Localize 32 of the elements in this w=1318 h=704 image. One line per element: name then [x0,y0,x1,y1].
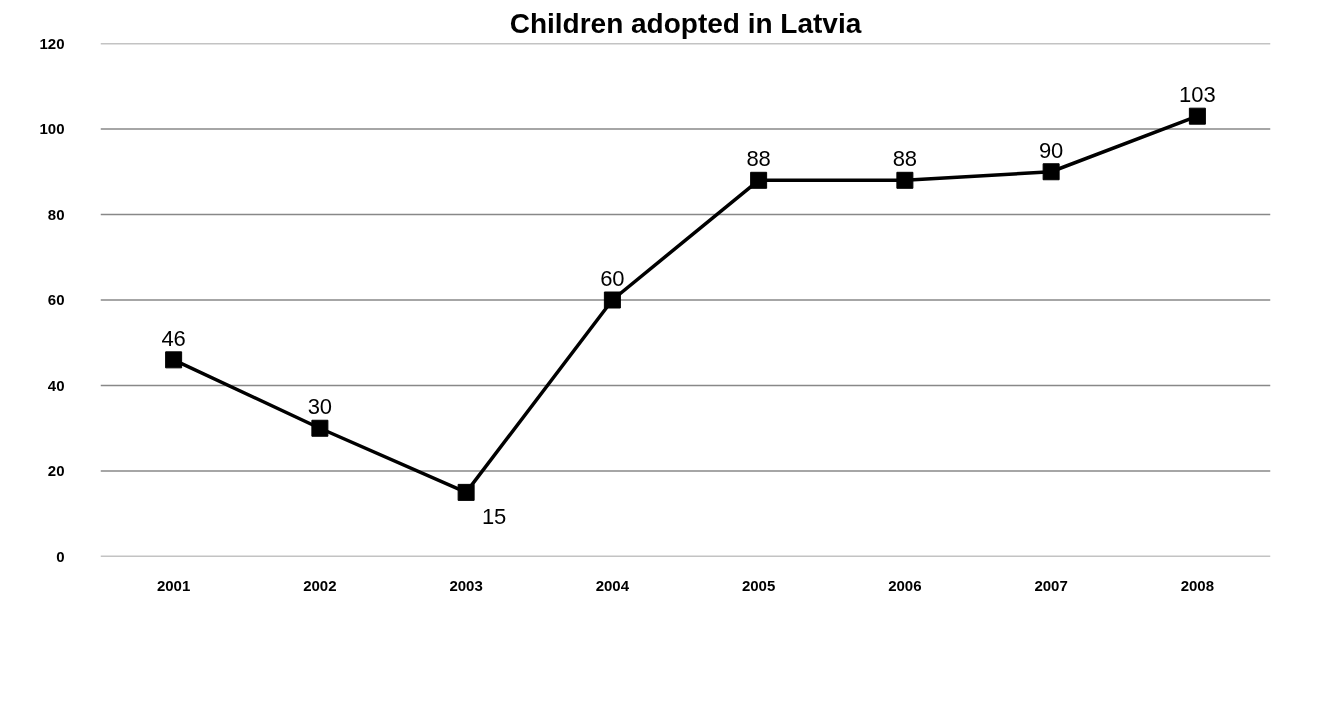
y-tick-label: 60 [47,291,65,308]
y-tick-label: 20 [47,462,65,479]
x-tick-label: 2003 [449,576,483,594]
data-label: 88 [746,146,771,172]
y-tick-label: 40 [47,376,65,394]
chart-title: Children adopted in Latvia [509,7,862,39]
point [1042,163,1060,181]
point [750,171,768,189]
point [457,483,475,501]
data-label: 46 [161,325,186,351]
data-label: 60 [600,266,625,291]
point [1188,107,1206,125]
y-tick-label: 120 [39,34,65,52]
x-tick-label: 2002 [303,576,337,594]
point [165,351,183,369]
x-tick-label: 2007 [1034,576,1068,594]
point [603,291,621,309]
data-label: 30 [307,394,333,420]
y-tick-label: 80 [47,205,65,223]
point [311,419,329,437]
x-tick-label: 2001 [156,576,191,594]
x-tick-label: 2006 [888,576,922,594]
data-label: 88 [892,146,918,172]
x-tick-label: 2008 [1180,576,1215,594]
x-tick-label: 2004 [595,576,630,594]
data-label: 90 [1038,137,1064,163]
x-tick-label: 2005 [741,576,776,594]
y-tick-label: 100 [39,120,65,137]
point [896,171,914,189]
data-label: 103 [1179,82,1216,108]
y-tick-label: 0 [56,547,65,565]
data-label: 15 [481,504,507,530]
